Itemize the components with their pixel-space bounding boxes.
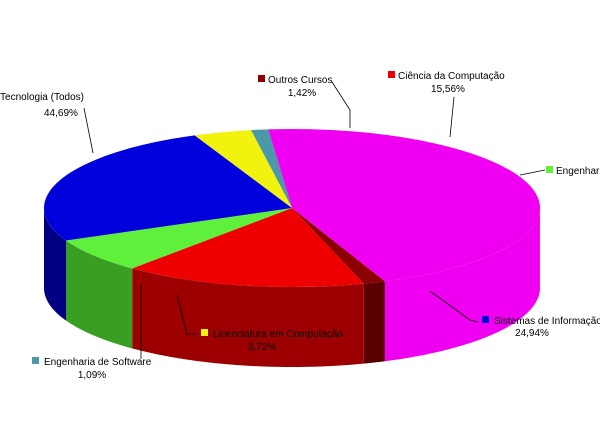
pie-labels: Outros Cursos 1,42% Ciência da Computação 1…	[0, 71, 600, 381]
leader-line-2	[519, 169, 546, 176]
leader-line-4	[176, 294, 198, 335]
slice-percent-0: 1,42%	[288, 88, 316, 99]
pie-tops	[44, 128, 541, 288]
legend-swatch-4	[201, 329, 208, 336]
slice-percent-3: 24,94%	[515, 328, 549, 339]
slice-label-4: Licenciatura em Computação 3,72%	[176, 294, 344, 353]
pie-side-3	[44, 208, 67, 321]
pie-slice-6	[268, 128, 541, 282]
slice-percent-1: 15,56%	[431, 84, 465, 95]
pie-slice-3	[44, 135, 292, 241]
slice-label-6: e Tecnologia (Todos) 44,69%	[0, 92, 94, 154]
pie-slice-4	[194, 130, 292, 208]
legend-swatch-1	[388, 71, 395, 78]
leader-line-3	[429, 290, 479, 323]
pie-side-6	[384, 209, 540, 362]
pie-sides	[44, 208, 540, 367]
slice-percent-4: 3,72%	[248, 342, 276, 353]
leader-line-1	[449, 96, 455, 138]
slice-name-1: Ciência da Computação	[398, 71, 505, 82]
slice-label-1: Ciência da Computação 15,56%	[388, 71, 505, 138]
slice-name-5: Engenharia de Software	[44, 357, 152, 368]
leader-line-6	[83, 107, 94, 154]
slice-name-6: e Tecnologia (Todos)	[0, 92, 84, 103]
slice-name-3: Sistemas de Informação	[494, 316, 600, 327]
slice-label-0: Outros Cursos 1,42%	[258, 75, 351, 128]
slice-percent-5: 1,09%	[78, 370, 106, 381]
legend-swatch-0	[258, 75, 265, 82]
pie-side-0	[363, 281, 385, 364]
slice-percent-6: 44,69%	[44, 108, 78, 119]
pie-slice-5	[251, 129, 292, 208]
legend-swatch-5	[32, 357, 39, 364]
pie-side-1	[132, 268, 364, 367]
pie-slice-2	[66, 208, 292, 269]
pie-side-2	[66, 240, 133, 349]
slice-label-2: Engenharia	[519, 166, 600, 177]
legend-swatch-3	[482, 316, 489, 323]
pie-slice-0	[292, 208, 385, 284]
slice-name-0: Outros Cursos	[268, 75, 332, 86]
legend-swatch-2	[546, 166, 553, 173]
pie-slice-1	[132, 208, 364, 288]
leader-line-0	[331, 81, 351, 128]
slice-name-4: Licenciatura em Computação	[213, 329, 344, 340]
slice-label-5: Engenharia de Software 1,09%	[32, 285, 152, 381]
slice-name-2: Engenharia	[556, 166, 600, 177]
